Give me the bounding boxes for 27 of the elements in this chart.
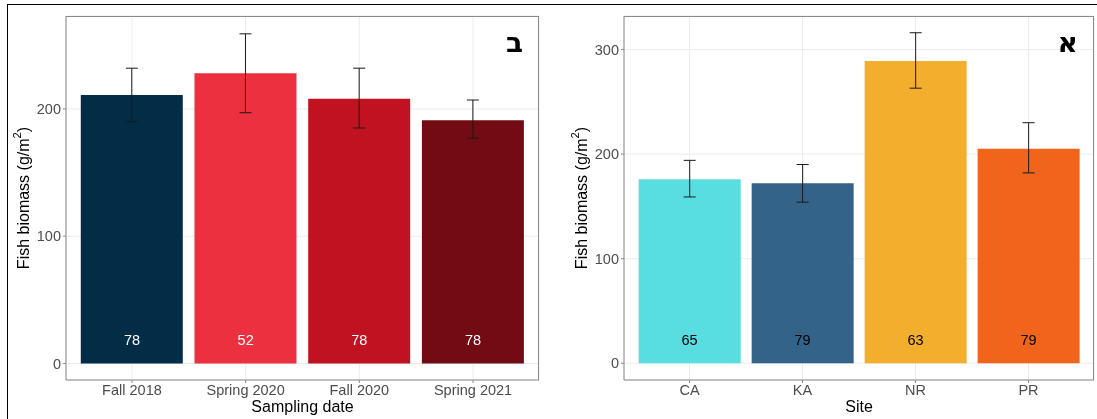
x-axis-title: Site	[845, 398, 873, 415]
annotation: 78	[123, 332, 141, 349]
annotation: 79	[1020, 332, 1037, 349]
annotation: ב	[505, 26, 523, 60]
x-tick-label: CA	[679, 382, 700, 399]
x-tick-label: PR	[1018, 382, 1039, 399]
annotation: 63	[907, 332, 924, 349]
annotation: 78	[464, 332, 482, 349]
x-tick-label: Spring 2021	[433, 382, 513, 399]
annotation: 52	[237, 332, 254, 349]
x-tick-label: Fall 2018	[102, 382, 162, 399]
annotation: 78	[351, 332, 368, 349]
x-tick-label: KA	[792, 382, 813, 399]
y-tick-label: 0	[52, 355, 61, 372]
x-tick-label: Spring 2020	[206, 382, 285, 399]
y-tick-label: 0	[610, 355, 619, 372]
y-tick-label: 100	[594, 250, 619, 267]
y-tick-label: 100	[36, 228, 61, 245]
x-tick-label: NR	[905, 382, 926, 399]
annotation: א	[1057, 26, 1078, 60]
y-tick-label: 200	[594, 146, 619, 163]
annotation: 79	[794, 332, 811, 349]
annotation: 65	[681, 332, 698, 349]
x-axis-title: Sampling date	[251, 398, 354, 415]
y-tick-label: 300	[594, 41, 619, 58]
y-tick-label: 200	[36, 101, 61, 118]
x-tick-label: Fall 2020	[329, 382, 390, 399]
